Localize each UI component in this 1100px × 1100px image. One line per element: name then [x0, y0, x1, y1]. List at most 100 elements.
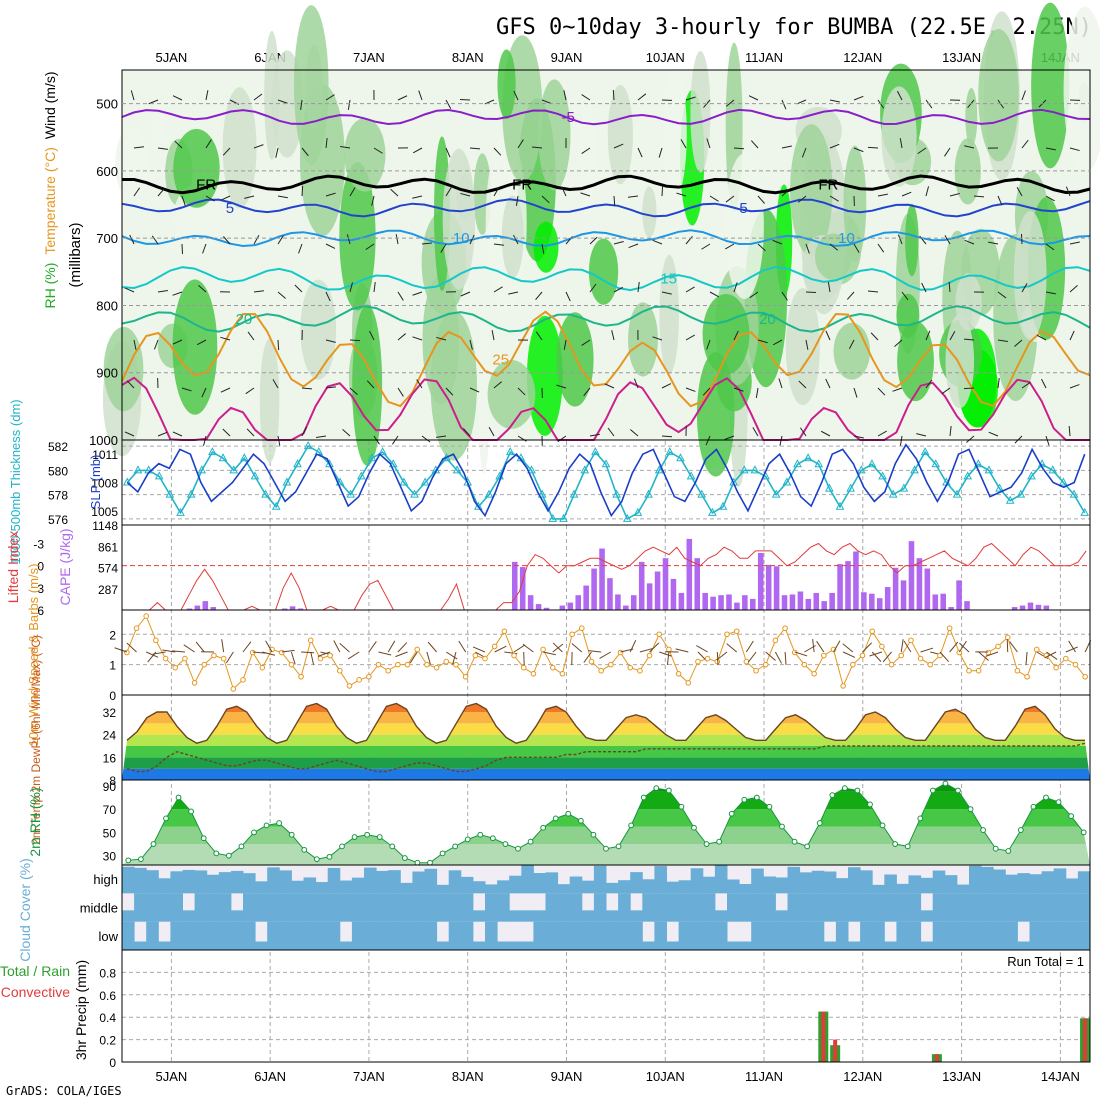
wind-barb — [772, 339, 783, 346]
wind-speed-point — [617, 649, 624, 656]
cloud-bar — [436, 941, 450, 950]
cloud-bar — [775, 910, 788, 922]
wind-barb-10m — [494, 645, 507, 653]
wind-barb — [853, 435, 864, 439]
cloud-bar — [896, 921, 909, 950]
cloud-bar — [533, 921, 546, 950]
thickness-point — [591, 447, 600, 456]
wind-barb — [581, 339, 591, 346]
thickness-point — [527, 465, 536, 474]
wind-barb — [129, 234, 135, 245]
cloud-bar — [497, 880, 510, 894]
wind-speed-point — [356, 677, 362, 683]
wind-barb — [253, 290, 264, 293]
cloud-bar — [230, 870, 244, 894]
cloud-bar — [146, 870, 159, 894]
wind-speed-point — [230, 686, 237, 692]
cloud-bar — [1053, 893, 1067, 922]
rh-point — [942, 780, 949, 787]
wind-barb-10m — [726, 643, 738, 653]
wind-speed-point — [404, 661, 411, 668]
cloud-bar — [569, 893, 583, 922]
wind-barb — [148, 99, 159, 105]
thickness-point — [325, 459, 334, 468]
cloud-bar — [1065, 878, 1079, 894]
wind-barb — [966, 435, 975, 443]
wind-barb — [1069, 330, 1075, 341]
wind-barb — [316, 435, 327, 438]
wind-barb — [421, 435, 431, 443]
wind-barb — [1045, 291, 1056, 295]
thickness-point — [633, 507, 643, 516]
wind-speed-point — [1082, 673, 1088, 680]
thickness-point — [420, 477, 430, 486]
cloud-bar — [206, 921, 220, 950]
wind-speed-point — [888, 661, 895, 668]
wind-barb — [205, 195, 215, 202]
rh-point — [464, 836, 471, 843]
cloud-bar — [122, 921, 135, 950]
thickness-point — [218, 453, 228, 462]
wind-barb-10m — [1068, 640, 1076, 653]
wind-speed-point — [801, 661, 808, 668]
rh-blob — [487, 360, 536, 429]
wind-barb — [877, 430, 887, 437]
cape-bar — [599, 548, 605, 610]
rh-point — [439, 850, 446, 857]
cross-section-label-part: Temperature (°C) — [42, 147, 58, 255]
cape-bar — [956, 580, 962, 610]
wind-barb-10m — [882, 651, 892, 663]
cloud-bar — [944, 875, 958, 894]
wind-barb — [346, 234, 351, 245]
cape-tick: 1148 — [92, 519, 118, 533]
rh-point — [779, 823, 785, 830]
wind-barb — [515, 195, 519, 206]
rh-point — [967, 806, 974, 813]
wind-barb — [685, 235, 693, 245]
wind-barb — [513, 234, 519, 245]
cloud-bar — [521, 941, 534, 950]
cape-bar — [591, 568, 597, 610]
wind-speed-point — [482, 655, 488, 662]
cloud-bar — [388, 893, 401, 922]
wind-barb — [301, 426, 307, 437]
wind-barb — [445, 99, 452, 110]
wind-barb — [133, 146, 144, 149]
thickness-point — [569, 489, 579, 498]
wind-barb — [133, 339, 137, 350]
wind-barb — [172, 431, 183, 437]
pressure-axis-label: (millibars) — [67, 223, 84, 288]
wind-barb — [799, 427, 807, 437]
wind-barb — [1069, 147, 1080, 152]
rh-blob — [501, 195, 524, 279]
pressure-tick: 1000 — [89, 433, 118, 448]
wind-barb — [733, 282, 738, 293]
wind-barb — [899, 138, 903, 149]
cape-bar — [694, 558, 701, 610]
wind-speed-point — [608, 661, 614, 668]
rh-point — [364, 831, 371, 838]
rh-point — [452, 843, 459, 850]
cloud-bar — [920, 877, 934, 894]
wind-speed-point — [375, 661, 382, 668]
wind-barb-10m — [347, 651, 360, 660]
cloud-bar — [218, 893, 232, 922]
thickness-point — [346, 489, 356, 498]
wind-barb — [541, 99, 552, 105]
wind-barb-10m — [162, 649, 176, 653]
wind-barb — [748, 95, 759, 101]
wind-barb — [397, 95, 408, 101]
cloud-bar — [243, 873, 256, 894]
wind-barb — [517, 139, 524, 149]
wind-barb-10m — [833, 640, 841, 653]
cape-bar — [297, 608, 304, 610]
rh-point — [313, 856, 320, 863]
cloud-bar — [412, 893, 425, 922]
bottom-date-tick: 14JAN — [1041, 1069, 1080, 1084]
wind-speed-point — [288, 661, 295, 668]
rh-blob — [978, 29, 1019, 162]
rh-tick: 90 — [103, 780, 117, 794]
wind-barb — [373, 147, 383, 154]
rh-point — [515, 845, 521, 852]
cloud-bar — [618, 921, 631, 950]
